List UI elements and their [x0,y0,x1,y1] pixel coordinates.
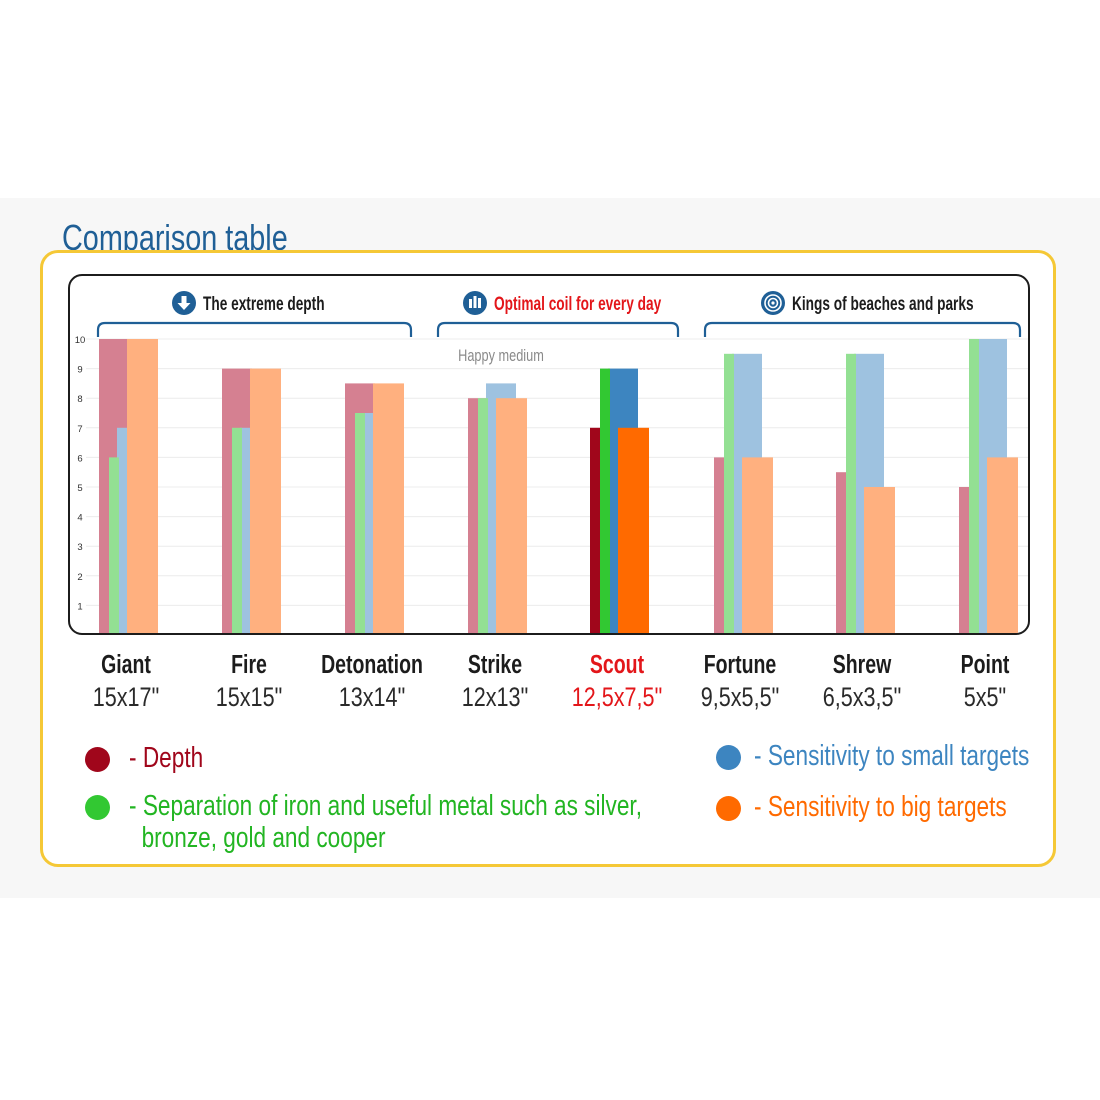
bar-chart-icon [463,291,487,315]
bar-big-targets [742,457,773,633]
bar-big-targets [127,339,158,633]
bar-group-shrew [836,353,895,633]
bar-separation [724,353,734,633]
bar-group-giant [99,339,158,633]
bar-group-detonation [345,383,404,633]
bar-big-targets [496,398,527,633]
bar-big-targets [987,457,1018,633]
bar-group-fire [222,368,281,633]
bar-separation [232,427,242,633]
bar-big-targets [864,487,895,633]
bar-big-targets [618,427,649,633]
group-label: Kings of beaches and parks [792,293,974,315]
group-label: The extreme depth [203,293,325,315]
bar-big-targets [373,383,404,633]
y-tick-label: 8 [77,394,82,405]
y-tick-label: 6 [77,453,82,464]
bar-group-strike [468,383,527,633]
y-tick-label: 2 [77,572,82,583]
bar-separation [969,339,979,633]
chart-frame: 1 2 3 4 5 6 7 8 9 10 The extreme depth Optimal coil… [68,274,1030,635]
y-tick-label: 3 [77,542,82,553]
legend-label-big-targets: - Sensitivity to big targets [754,791,1007,823]
bar-separation [846,353,856,633]
bar-separation [109,457,119,633]
group-bracket [436,321,680,337]
annotation-happy-medium: Happy medium [458,346,544,365]
y-tick-label: 10 [75,335,86,346]
down-arrow-icon [172,291,196,315]
bar-group-point [959,339,1018,633]
group-header-0: The extreme depth [96,291,413,337]
legend-label-small-targets: - Sensitivity to small targets [754,740,1030,772]
depth-color-dot [85,747,110,772]
legend-label-separation: - Separation of iron and useful metal su… [129,790,642,854]
group-bracket [96,321,413,337]
y-tick-label: 9 [77,365,82,376]
bar-big-targets [250,368,281,633]
target-icon [761,291,785,315]
bar-group-fortune [714,353,773,633]
bar-chart: 1 2 3 4 5 6 7 8 9 10 The extreme depth Optimal coil… [75,291,1028,633]
y-tick-label: 5 [77,483,82,494]
small-targets-color-dot [716,745,741,770]
y-tick-label: 1 [77,601,82,612]
big-targets-color-dot [716,796,741,821]
group-header-2: Kings of beaches and parks [703,291,1022,337]
bar-separation [478,398,488,633]
group-header-1: Optimal coil for every day [436,291,680,337]
bar-group-scout [590,368,649,633]
separation-color-dot [85,795,110,820]
legend-label-depth: - Depth [129,742,204,774]
y-tick-label: 4 [77,513,82,524]
group-bracket [703,321,1022,337]
annotation-band [422,342,642,368]
bar-separation [355,413,365,633]
group-label: Optimal coil for every day [494,293,662,315]
y-tick-label: 7 [77,424,82,435]
bar-separation [600,368,610,633]
